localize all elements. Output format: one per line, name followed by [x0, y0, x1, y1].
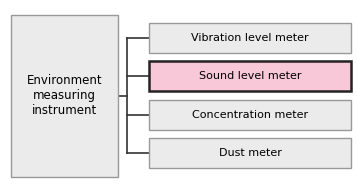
FancyBboxPatch shape — [149, 61, 351, 91]
Text: Dust meter: Dust meter — [218, 148, 282, 158]
Text: Environment
measuring
instrument: Environment measuring instrument — [26, 74, 102, 118]
FancyBboxPatch shape — [149, 100, 351, 130]
Text: Sound level meter: Sound level meter — [199, 71, 301, 81]
Text: Vibration level meter: Vibration level meter — [191, 33, 309, 43]
FancyBboxPatch shape — [149, 138, 351, 168]
FancyBboxPatch shape — [11, 15, 118, 177]
FancyBboxPatch shape — [149, 23, 351, 53]
Text: Concentration meter: Concentration meter — [192, 110, 308, 120]
